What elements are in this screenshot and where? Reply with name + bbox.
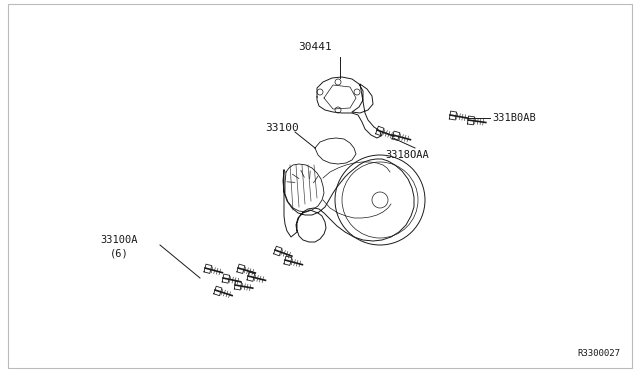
Text: 33100: 33100 [265,123,299,133]
Text: (6): (6) [110,248,129,258]
Text: 331B0AB: 331B0AB [492,113,536,123]
Text: 3318OAA: 3318OAA [385,150,429,160]
Text: 33100A: 33100A [100,235,138,245]
Text: 30441: 30441 [298,42,332,52]
Text: R3300027: R3300027 [577,349,620,358]
